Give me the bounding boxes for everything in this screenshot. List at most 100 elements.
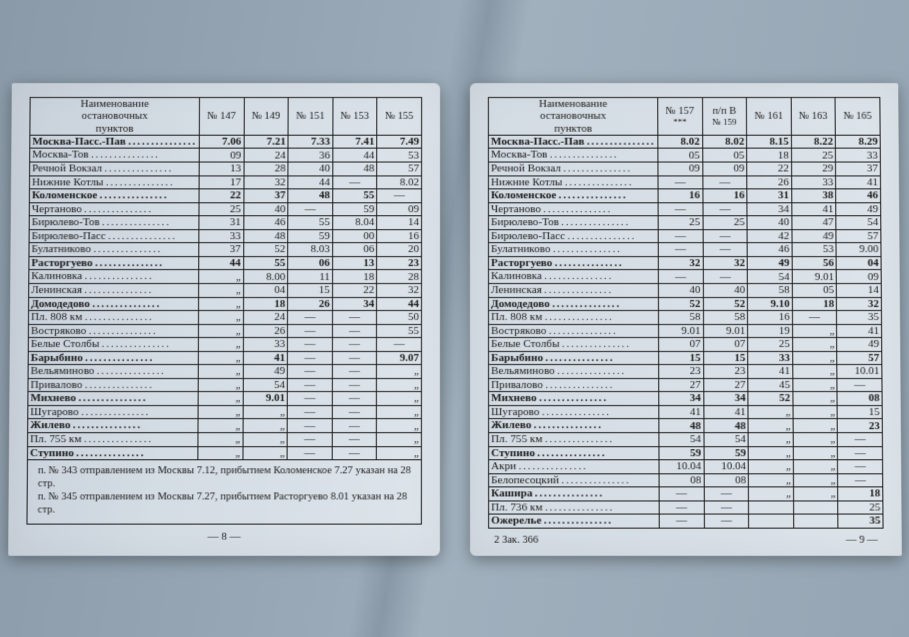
time-cell: 32 bbox=[243, 176, 288, 189]
time-cell: 19 bbox=[747, 324, 792, 338]
stop-name: Пл. 755 км bbox=[27, 433, 197, 447]
time-cell: — bbox=[332, 311, 377, 325]
time-cell: — bbox=[332, 419, 377, 433]
time-cell: 16 bbox=[702, 189, 747, 202]
time-cell: 15 bbox=[287, 284, 332, 298]
col-153: № 153 bbox=[332, 98, 376, 136]
table-row: Ленинская4040580514 bbox=[488, 284, 881, 298]
time-cell: 37 bbox=[198, 243, 243, 257]
time-cell: 34 bbox=[747, 203, 792, 216]
table-row: Ленинская„04152232 bbox=[28, 284, 421, 298]
time-cell: 44 bbox=[288, 176, 333, 189]
stop-name: Кашира bbox=[488, 487, 659, 501]
time-cell: 09 bbox=[376, 203, 421, 216]
time-cell: — bbox=[703, 501, 748, 515]
time-cell: — bbox=[287, 365, 332, 379]
stop-name: Булатниково bbox=[488, 243, 658, 257]
time-cell: — bbox=[332, 365, 377, 379]
time-cell: 20 bbox=[376, 243, 421, 257]
time-cell: 18 bbox=[746, 149, 791, 162]
col-147: № 147 bbox=[199, 98, 244, 136]
time-cell: 55 bbox=[243, 257, 288, 271]
table-row: Ступино„„——„ bbox=[27, 446, 421, 460]
time-cell: — bbox=[837, 446, 882, 460]
stop-name: Домодедово bbox=[488, 297, 658, 311]
time-cell: 33 bbox=[747, 351, 792, 365]
time-cell: 07 bbox=[703, 338, 748, 352]
stop-name: Шугарово bbox=[488, 406, 658, 420]
time-cell: „ bbox=[748, 433, 793, 447]
time-cell: 9.01 bbox=[791, 270, 836, 284]
time-cell: — bbox=[332, 176, 376, 189]
time-cell: „ bbox=[198, 419, 243, 433]
table-row: Домодедово„18263444 bbox=[28, 297, 421, 311]
table-row: Москва-Пасс.-Пав8.028.028.158.228.29 bbox=[488, 135, 880, 148]
table-row: Бирюлево-Тов2525404754 bbox=[488, 216, 880, 229]
time-cell: 59 bbox=[332, 203, 377, 216]
stop-name: Привалово bbox=[488, 378, 658, 392]
time-cell: 8.02 bbox=[657, 135, 701, 148]
time-cell: 06 bbox=[332, 243, 377, 257]
time-cell: — bbox=[287, 378, 332, 392]
time-cell: 23 bbox=[376, 257, 421, 271]
time-cell: 53 bbox=[377, 149, 422, 162]
time-cell: — bbox=[287, 338, 332, 352]
time-cell: 8.29 bbox=[835, 135, 880, 148]
time-cell: 23 bbox=[837, 419, 882, 433]
table-row: Барыбино151533„57 bbox=[488, 351, 881, 365]
time-cell: 58 bbox=[747, 284, 792, 298]
time-cell: 8.03 bbox=[287, 243, 332, 257]
time-cell: „ bbox=[748, 419, 793, 433]
time-cell: — bbox=[287, 392, 332, 406]
timetable-right-body: Москва-Пасс.-Пав8.028.028.158.228.29Моск… bbox=[488, 135, 883, 528]
time-cell: 52 bbox=[658, 297, 703, 311]
col-165: № 165 bbox=[835, 98, 880, 136]
time-cell: 15 bbox=[703, 351, 748, 365]
time-cell: „ bbox=[198, 365, 243, 379]
time-cell: — bbox=[659, 514, 704, 528]
time-cell: 7.33 bbox=[288, 135, 332, 148]
time-cell: „ bbox=[792, 324, 837, 338]
time-cell bbox=[748, 514, 793, 528]
stop-name: Москва-Тов bbox=[488, 149, 658, 162]
time-cell: — bbox=[332, 351, 377, 365]
time-cell: „ bbox=[197, 433, 242, 447]
time-cell: 33 bbox=[835, 149, 880, 162]
time-cell: — bbox=[703, 487, 748, 501]
time-cell: „ bbox=[792, 406, 837, 420]
time-cell: 34 bbox=[703, 392, 748, 406]
page-footer-right: 2 Зак. 366 — 9 — bbox=[488, 535, 884, 546]
time-cell: „ bbox=[198, 270, 243, 284]
time-cell: — bbox=[837, 474, 882, 488]
time-cell: 13 bbox=[332, 257, 377, 271]
time-cell: 10.01 bbox=[837, 365, 882, 379]
time-cell: 8.22 bbox=[791, 135, 836, 148]
page-number-right: — 9 — bbox=[845, 535, 877, 546]
table-row: Булатниково37528.030620 bbox=[28, 243, 421, 257]
stop-name: Ступино bbox=[488, 446, 658, 460]
time-cell: 33 bbox=[242, 338, 287, 352]
time-cell: „ bbox=[376, 406, 421, 420]
time-cell: 32 bbox=[702, 257, 747, 271]
stop-name: Востряково bbox=[488, 324, 658, 338]
time-cell: — bbox=[287, 406, 332, 420]
timetable-right: Наименованиеостановочныхпунктов № 157***… bbox=[487, 97, 883, 528]
time-cell: — bbox=[287, 311, 332, 325]
time-cell: 41 bbox=[658, 406, 703, 420]
time-cell: 09 bbox=[657, 162, 702, 175]
time-cell: „ bbox=[792, 378, 837, 392]
stop-name: Вельяминово bbox=[28, 365, 198, 379]
time-cell: 28 bbox=[376, 270, 421, 284]
time-cell: 56 bbox=[791, 257, 836, 271]
stop-name: Белые Столбы bbox=[488, 338, 658, 352]
time-cell: — bbox=[332, 338, 377, 352]
table-row: Привалово272745„— bbox=[488, 378, 882, 392]
time-cell: 05 bbox=[792, 284, 837, 298]
time-cell: 49 bbox=[836, 338, 881, 352]
page-number-left: — 8 — bbox=[26, 530, 422, 542]
table-row: Михнево„9.01——„ bbox=[27, 392, 421, 406]
stop-name: Бирюлево-Пасс bbox=[488, 230, 658, 243]
time-cell: „ bbox=[793, 446, 838, 460]
time-cell: „ bbox=[793, 487, 838, 501]
stop-name: Домодедово bbox=[28, 297, 198, 311]
